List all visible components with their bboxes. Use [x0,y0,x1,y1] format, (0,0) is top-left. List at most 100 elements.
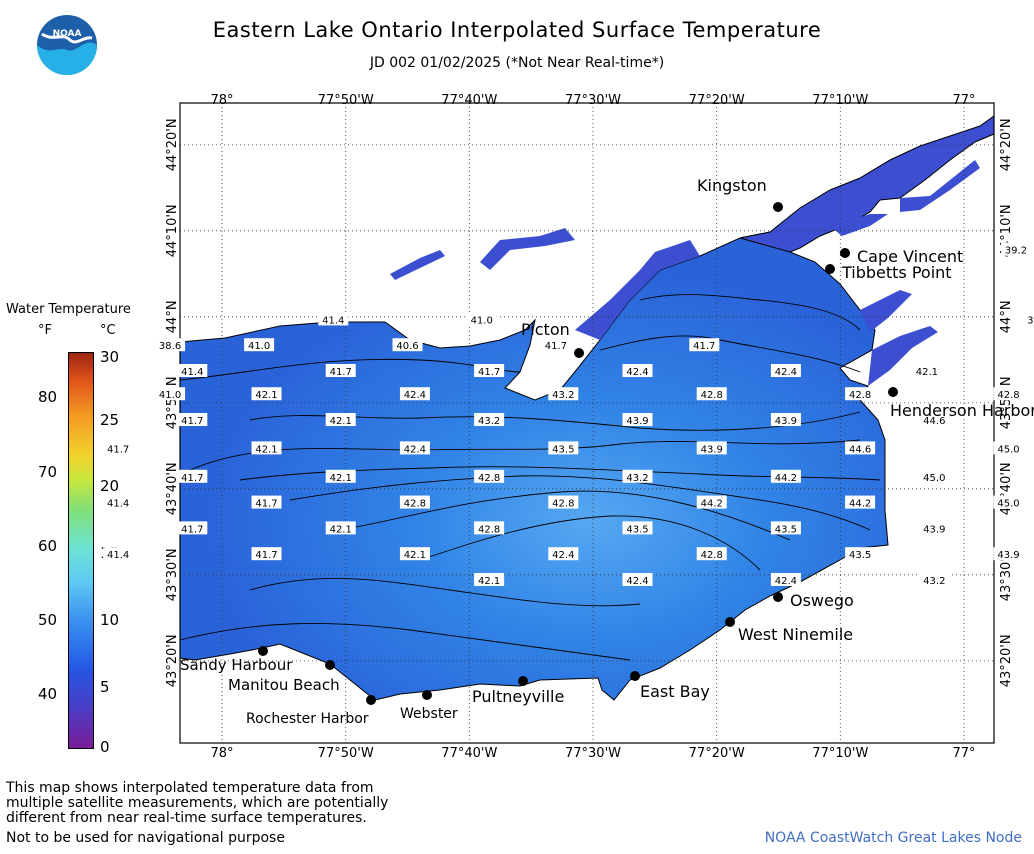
svg-text:44.2: 44.2 [775,473,797,484]
place-manitou-beach: Manitou Beach [228,676,340,694]
temperature-label: 42.1 [474,572,505,587]
place-east-bay: East Bay [640,682,710,701]
temperature-label: 42.8 [474,521,505,535]
place-tibbetts-point: Tibbetts Point [841,263,952,282]
lake-north-shoal [480,228,575,270]
svg-text:43.5: 43.5 [552,444,574,455]
temperature-label: 42.1 [325,521,356,535]
svg-text:42.4: 42.4 [775,576,797,587]
svg-text:43.9: 43.9 [626,416,648,427]
svg-text:43.9: 43.9 [701,444,723,455]
temperature-label: 42.8 [696,387,727,401]
c-tick-0: 0 [100,738,110,756]
temperature-label: 41.7 [177,521,208,535]
temperature-label: 42.4 [399,441,430,455]
temperature-label: 41.7 [325,364,356,378]
svg-text:41.7: 41.7 [255,499,277,510]
temperature-label: 43.5 [770,521,801,535]
legend-title: Water Temperature [6,302,131,317]
temperature-label: 41.7 [103,441,134,455]
svg-text:43.2: 43.2 [552,390,574,401]
lon-label-top: 78° [210,93,233,108]
svg-text:43.2: 43.2 [923,576,945,587]
svg-text:41.0: 41.0 [248,341,270,352]
temperature-label: 42.1 [325,469,356,484]
temperature-label: 43.2 [622,469,653,484]
note-line-4: Not to be used for navigational purpose [6,830,285,846]
svg-text:43.2: 43.2 [478,416,500,427]
lat-label-left: 44°10'N [165,204,180,257]
f-tick-50: 50 [38,611,58,629]
temperature-label: 45.0 [993,441,1024,455]
temperature-label: 38.8 [1023,312,1034,326]
place-henderson-harbor-1: Henderson Harbor [890,401,1034,420]
lat-label-left: 43°20'N [165,634,180,687]
svg-text:42.8: 42.8 [701,550,723,561]
marker-sandy-harbour [258,646,268,656]
page-subtitle: JD 002 01/02/2025 (*Not Near Real-time*) [369,55,665,71]
lake-henderson-arm [860,290,912,332]
temperature-label: 41.4 [318,312,349,326]
svg-text:42.1: 42.1 [255,444,277,455]
place-sandy-harbour: Sandy Harbour [180,656,293,674]
temperature-labels: 40.640.341.042.139.239.638.839.239.641.4… [103,242,1034,587]
temperature-label: 41.7 [474,364,505,378]
temperature-label: 43.2 [548,387,579,401]
temperature-label: 41.7 [540,338,571,352]
temperature-label: 42.4 [399,387,430,401]
svg-text:41.4: 41.4 [107,550,129,561]
svg-text:43.9: 43.9 [997,550,1019,561]
place-kingston: Kingston [697,176,767,195]
lon-label-bottom: 77°30'W [565,746,621,761]
lon-label-bottom: 78° [210,746,233,761]
temperature-label: 44.6 [845,441,876,455]
legend-unit-f: °F [38,323,52,338]
lat-label-left: 43°40'N [165,462,180,515]
note-line-2: multiple satellite measurements, which a… [6,795,389,811]
marker-picton [574,348,584,358]
f-tick-80: 80 [38,388,58,406]
marker-cape-vincent [840,248,850,258]
temperature-label: 42.1 [399,547,430,561]
temperature-label: 43.9 [770,413,801,427]
svg-text:44.6: 44.6 [923,416,945,427]
temperature-label: 41.0 [244,338,275,352]
place-rochester-harbor: Rochester Harbor [246,711,369,727]
lat-label-left: 44°N [165,300,180,333]
svg-text:45.0: 45.0 [923,473,945,484]
svg-text:42.1: 42.1 [330,473,352,484]
temperature-label: 42.8 [548,495,579,510]
temperature-label: 45.0 [993,495,1024,510]
note-line-1: This map shows interpolated temperature … [6,780,374,796]
svg-text:44.2: 44.2 [849,499,871,510]
credit-text: NOAA CoastWatch Great Lakes Node [764,830,1022,846]
svg-text:41.0: 41.0 [159,390,181,401]
lat-label-right: 43°30'N [999,548,1014,601]
svg-text:43.5: 43.5 [626,524,648,535]
temperature-label: 42.4 [622,572,653,587]
lon-label-bottom: 77°10'W [812,746,868,761]
temperature-label: 43.9 [696,441,727,455]
place-webster: Webster [400,706,458,722]
place-oswego: Oswego [790,591,854,610]
place-pultneyville: Pultneyville [472,687,564,706]
temperature-label: 41.4 [177,364,208,378]
temperature-label: 42.4 [548,547,579,561]
marker-manitou-beach [325,660,335,670]
lon-label-top: 77°50'W [318,93,374,108]
place-picton: Picton [521,320,570,339]
marker-tibbetts-point [825,264,835,274]
lon-label-top: 77°40'W [441,93,497,108]
marker-rochester-harbor [366,695,376,705]
marker-oswego [773,592,783,602]
temperature-label: 43.5 [845,547,876,561]
lat-label-right: 44°N [999,300,1014,333]
temperature-label: 42.4 [770,364,801,378]
temperature-label: 41.7 [251,547,282,561]
svg-text:41.4: 41.4 [107,499,129,510]
svg-text:42.8: 42.8 [552,499,574,510]
noaa-logo: NOAA [36,14,98,76]
svg-text:38.6: 38.6 [159,341,181,352]
svg-text:41.7: 41.7 [693,341,715,352]
marker-west-ninemile [725,617,735,627]
